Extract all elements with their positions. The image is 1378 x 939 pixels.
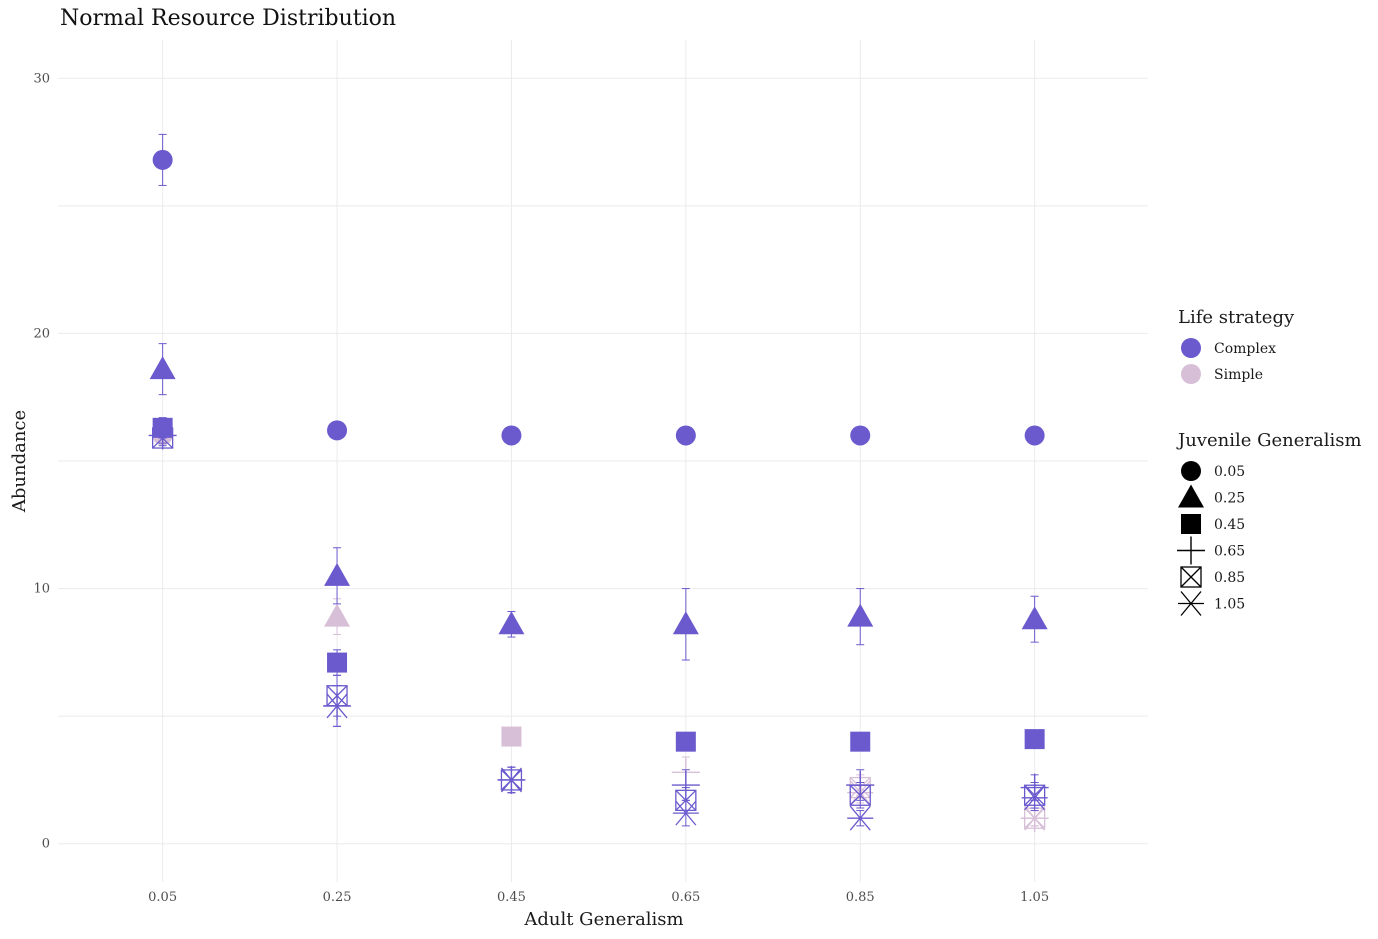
x-tick-label: 0.05 — [148, 890, 177, 905]
data-point — [501, 726, 522, 747]
legend-shape-swatch — [1177, 536, 1205, 565]
legend-color-title: Life strategy — [1178, 307, 1295, 328]
legend-shape-label: 0.65 — [1214, 544, 1245, 560]
data-point — [152, 149, 173, 170]
data-point — [327, 420, 348, 441]
legend-shape-title: Juvenile Generalism — [1176, 430, 1362, 451]
data-point — [675, 731, 696, 752]
x-tick-label: 0.45 — [497, 890, 526, 905]
data-point — [151, 427, 174, 449]
data-point — [849, 784, 871, 806]
data-point — [327, 652, 348, 673]
data-point — [1024, 425, 1045, 446]
data-point — [672, 611, 699, 635]
legend-shape-label: 0.25 — [1214, 491, 1245, 507]
legend-color-label: Simple — [1214, 367, 1263, 383]
data-point — [672, 800, 699, 826]
data-point — [501, 425, 522, 446]
data-point — [850, 425, 871, 446]
legend-shape-label: 0.45 — [1214, 517, 1245, 533]
data-point — [850, 731, 871, 752]
legend-shape-swatch — [1181, 514, 1201, 534]
legend-color-label: Complex — [1214, 341, 1276, 357]
y-tick-label: 0 — [42, 837, 50, 852]
data-point — [1021, 805, 1048, 831]
data-point — [1024, 729, 1045, 750]
y-axis-title: Abundance — [9, 410, 30, 513]
x-tick-label: 0.85 — [846, 890, 875, 905]
legend-shape-swatch — [1181, 461, 1201, 481]
legend-shape-swatch — [1178, 591, 1204, 616]
legend: Life strategy Juvenile Generalism Comple… — [1176, 307, 1362, 616]
y-tick-label: 30 — [33, 71, 50, 86]
tick-labels: 0 10 20 30 0.05 0.25 0.45 0.65 0.85 1.05 — [33, 71, 1049, 905]
x-tick-label: 0.65 — [671, 890, 700, 905]
x-tick-label: 1.05 — [1020, 890, 1049, 905]
data-marks — [148, 133, 1049, 833]
data-point — [498, 611, 525, 635]
data-point — [1021, 606, 1048, 630]
x-axis-title: Adult Generalism — [523, 909, 683, 930]
data-point — [149, 356, 176, 380]
y-tick-label: 20 — [33, 326, 50, 341]
y-tick-label: 10 — [33, 582, 50, 597]
chart-title: Normal Resource Distribution — [60, 6, 397, 31]
data-point — [498, 767, 525, 793]
data-point — [847, 805, 874, 831]
legend-shape-label: 0.05 — [1214, 464, 1245, 480]
legend-shape-label: 0.85 — [1214, 570, 1245, 586]
data-point — [675, 425, 696, 446]
legend-shape-swatch — [1178, 484, 1204, 508]
data-point — [324, 693, 351, 719]
data-point — [324, 562, 351, 586]
data-point — [324, 603, 351, 627]
axis-titles: Adult Generalism Abundance — [9, 410, 684, 930]
legend-shape-swatch — [1180, 566, 1202, 588]
x-tick-label: 0.25 — [323, 890, 352, 905]
data-point — [1021, 785, 1048, 811]
legend-color-swatch — [1181, 338, 1201, 358]
data-point — [847, 603, 874, 627]
legend-color-swatch — [1181, 364, 1201, 384]
legend-shape-label: 1.05 — [1214, 597, 1245, 613]
grid-layer — [58, 40, 1148, 882]
